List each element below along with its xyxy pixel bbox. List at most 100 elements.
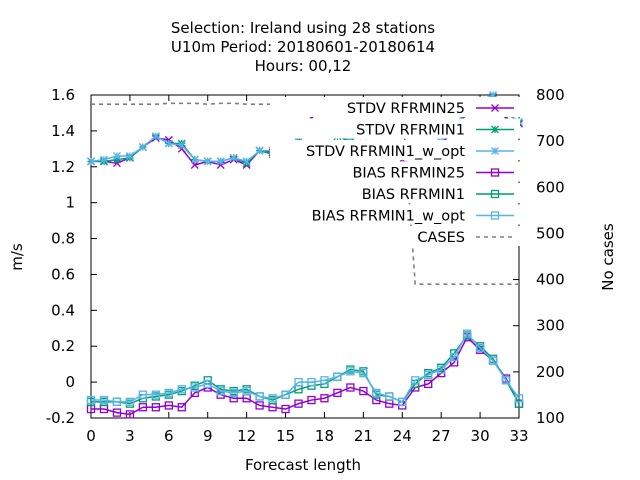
data-point (87, 157, 95, 166)
data-point (333, 388, 342, 398)
y2-axis-label: No cases (599, 223, 617, 291)
y2-tick-label: 800 (536, 86, 565, 104)
y-tick-label: -0.2 (46, 409, 75, 427)
axes-frame (90, 94, 520, 419)
legend-entry: CASES (270, 226, 520, 246)
data-point (177, 141, 186, 150)
y2-tick-label: 400 (536, 271, 565, 289)
data-point (501, 376, 511, 385)
data-point (216, 161, 225, 169)
legend-entry: STDV RFRMIN25 (270, 97, 520, 117)
data-point (307, 395, 316, 405)
data-point (112, 397, 122, 407)
legend-entry: BIAS RFRMIN25 (270, 161, 520, 182)
data-point (320, 394, 329, 403)
data-point (229, 153, 238, 162)
data-point (242, 157, 251, 166)
x-axis-ticks: 0 3 6 9 12 15 18 21 24 27 30 33 (86, 95, 529, 445)
series-line (91, 334, 520, 405)
chart-title-line-3: Hours: 00,12 (255, 57, 352, 75)
legend-marker (490, 211, 500, 220)
y-tick-label: 1.4 (51, 122, 75, 140)
y2-tick-label: 100 (536, 409, 565, 427)
y2-tick-label: 600 (536, 178, 565, 196)
series-5 (86, 329, 524, 407)
data-point (164, 401, 173, 410)
data-point (320, 376, 329, 385)
legend-entry-bg (270, 140, 520, 160)
y2-tick-label: 500 (536, 224, 565, 242)
data-point (281, 404, 290, 414)
legend-entry-bg (270, 226, 520, 246)
data-point (385, 392, 394, 401)
legend-marker (491, 125, 499, 134)
y2-tick-label: 300 (536, 317, 565, 335)
x-tick-label: 3 (125, 427, 135, 445)
data-point (462, 329, 472, 338)
data-point (112, 408, 122, 417)
data-point (450, 358, 459, 367)
y-tick-label: 1.2 (51, 158, 75, 176)
legend-entry-bg (270, 183, 520, 203)
data-point (255, 401, 264, 410)
data-point (255, 146, 264, 155)
y-tick-label: 0 (65, 373, 75, 391)
y2-tick-label: 200 (536, 363, 565, 381)
y-tick-label: 1 (65, 194, 75, 212)
data-point (255, 392, 264, 401)
data-point (488, 356, 498, 365)
chart-title-line-2: U10m Period: 20180601-20180614 (171, 38, 435, 56)
data-point (514, 394, 524, 403)
y-axis-ticks: -0.2 0 0.2 0.4 0.6 0.8 1 1.2 1.4 1.6 (46, 86, 97, 427)
data-point (112, 155, 121, 164)
data-point (151, 132, 160, 141)
legend-label: STDV RFRMIN25 (347, 101, 465, 117)
legend-label: BIAS RFRMIN1 (362, 187, 465, 203)
legend-entry: BIAS RFRMIN1_w_opt (270, 204, 520, 225)
y2-tick-label: 700 (536, 132, 565, 150)
chart-title-line-1: Selection: Ireland using 28 stations (171, 19, 435, 37)
legend-label: CASES (417, 230, 465, 246)
data-point (333, 372, 342, 381)
legend-entry: STDV RFRMIN1 (270, 118, 520, 139)
data-point (359, 386, 368, 396)
data-point (164, 388, 173, 398)
data-point (125, 410, 135, 419)
data-point (203, 157, 212, 166)
data-point (138, 143, 147, 151)
data-point (138, 403, 148, 412)
data-point (372, 388, 381, 398)
data-point (203, 379, 212, 389)
chart-title: Selection: Ireland using 28 stations U10… (171, 19, 435, 75)
data-point (514, 399, 524, 408)
legend-marker (491, 147, 499, 155)
data-point (177, 385, 186, 394)
x-tick-label: 15 (276, 427, 295, 445)
data-point (359, 368, 368, 378)
data-point (164, 139, 173, 148)
x-tick-label: 9 (203, 427, 213, 445)
y-tick-label: 0.6 (51, 265, 75, 283)
legend-entry-bg (270, 161, 520, 182)
y-axis-label: m/s (8, 243, 26, 271)
data-point (151, 390, 160, 399)
data-point (125, 397, 135, 407)
data-point (281, 390, 290, 399)
data-point (125, 152, 134, 160)
x-tick-label: 27 (432, 427, 451, 445)
x-tick-label: 30 (471, 427, 490, 445)
x-tick-label: 0 (86, 427, 96, 445)
data-point (307, 377, 316, 387)
data-point (346, 383, 355, 392)
data-point (437, 365, 446, 374)
data-point (268, 394, 277, 403)
series-line (91, 332, 520, 403)
y-tick-label: 0.2 (51, 337, 75, 355)
data-point (100, 155, 108, 164)
data-point (411, 376, 420, 385)
x-tick-label: 12 (237, 427, 256, 445)
x-axis-label: Forecast length (245, 456, 361, 474)
y2-axis-ticks: 100 200 300 400 500 600 700 800 (513, 86, 565, 427)
legend-marker (490, 189, 500, 199)
